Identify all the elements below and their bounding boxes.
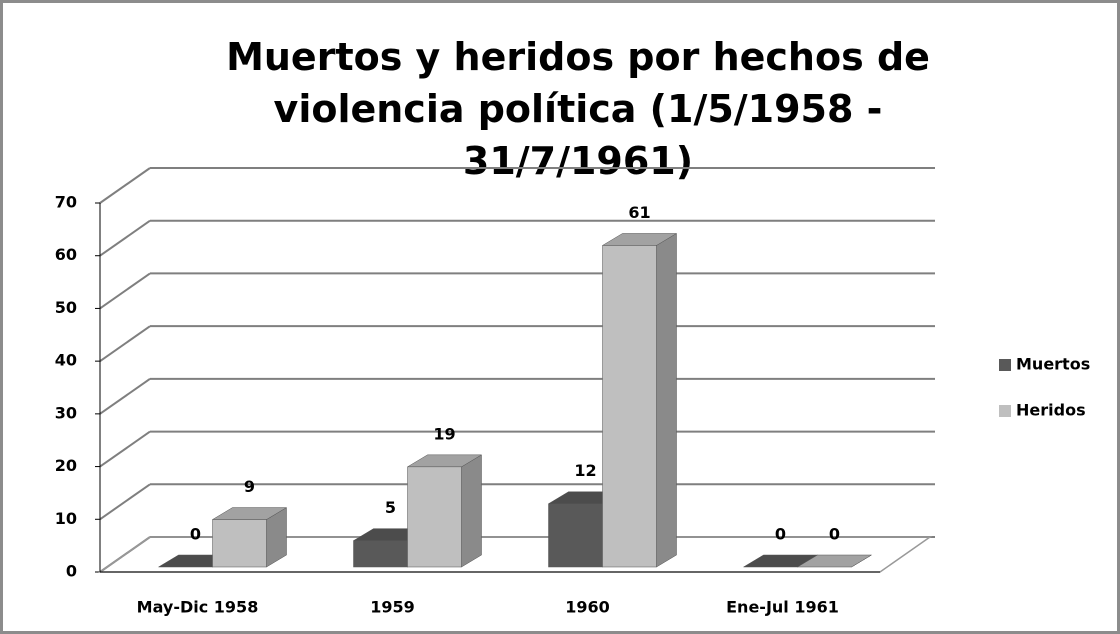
- data-label: 0: [190, 525, 201, 544]
- grid-line-side: [99, 219, 151, 257]
- bar-top: [796, 554, 873, 568]
- chart-title: Muertos y heridos por hechos de violenci…: [226, 35, 930, 183]
- data-label: 5: [385, 498, 396, 517]
- grid-line-side: [99, 430, 151, 468]
- bar-side: [656, 233, 677, 568]
- grid-line-side: [99, 325, 151, 362]
- chart: 0 10 20 30 40 50 60 70 May-Dic 1958 0 9 1959 5 19 1960…: [55, 167, 1090, 617]
- x-tick-label: 1959: [370, 598, 415, 617]
- legend-label: Heridos: [1016, 401, 1086, 420]
- y-tick-label: 60: [55, 245, 77, 264]
- bar-front: [548, 503, 603, 568]
- bar-front: [212, 519, 267, 568]
- data-label: 12: [574, 461, 596, 480]
- bar: [601, 233, 678, 568]
- bar: [796, 554, 873, 568]
- data-label: 0: [829, 525, 840, 544]
- data-label: 61: [628, 203, 650, 222]
- x-tick-label: 1960: [565, 598, 610, 617]
- bar: [406, 454, 483, 568]
- bar-front: [353, 540, 408, 568]
- grid-line-side: [99, 272, 151, 310]
- grid-line-side: [99, 167, 151, 204]
- data-label: 0: [775, 525, 786, 544]
- legend-swatch: [999, 359, 1011, 371]
- bar-front: [407, 466, 462, 568]
- y-tick-label: 10: [55, 509, 77, 528]
- bar-front: [602, 245, 657, 568]
- y-tick-label: 0: [66, 562, 77, 581]
- data-label: 9: [244, 477, 255, 496]
- x-tick-label: Ene-Jul 1961: [726, 598, 839, 617]
- y-tick-label: 50: [55, 298, 77, 317]
- legend-label: Muertos: [1016, 355, 1090, 374]
- grid-line-side: [99, 378, 151, 415]
- bar-side: [461, 454, 482, 568]
- y-tick-label: 20: [55, 456, 77, 475]
- y-tick-label: 70: [55, 193, 77, 212]
- bar: [211, 507, 288, 568]
- x-tick-label: May-Dic 1958: [137, 598, 259, 617]
- y-tick-label: 30: [55, 403, 77, 422]
- data-label: 19: [433, 424, 455, 443]
- legend-swatch: [999, 405, 1011, 417]
- y-tick-label: 40: [55, 351, 77, 370]
- grid-line-side: [99, 483, 151, 521]
